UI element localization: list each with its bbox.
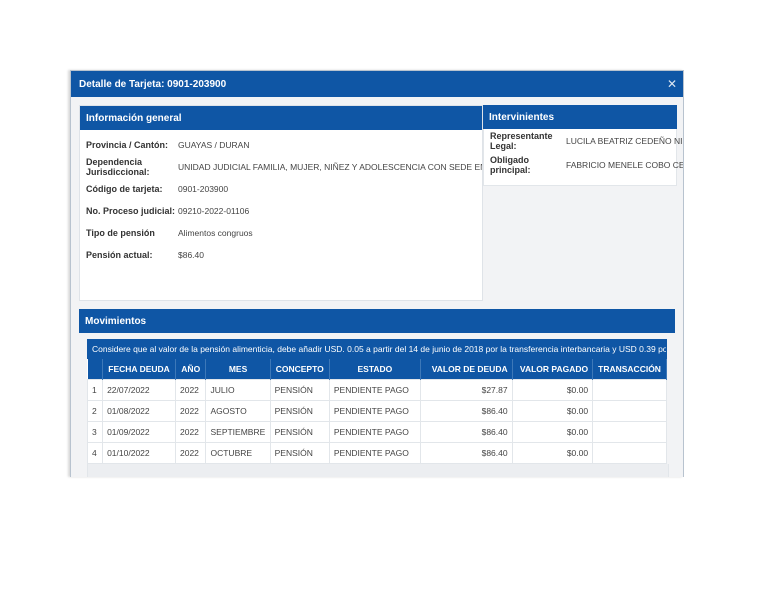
table-cell: 01/08/2022 (102, 400, 176, 422)
general-info-rows: Provincia / Cantón: GUAYAS / DURAN Depende… (80, 130, 482, 266)
movements-table: FECHA DEUDA AÑO MES CONCEPTO ESTADO VALOR DE … (86, 359, 667, 464)
info-label: Tipo de pensión (86, 228, 155, 238)
table-body: 1 22/07/2022 2022 JULIO PENSIÓN PENDIENTE PAG… (86, 379, 667, 464)
participants-header: Intervinientes (483, 105, 677, 129)
column-header[interactable]: MES (205, 359, 271, 380)
table-cell: 2022 (174, 442, 207, 464)
table-cell: $0.00 (511, 400, 594, 422)
table-cell: $0.00 (511, 421, 594, 443)
column-header[interactable]: FECHA DEUDA (102, 359, 176, 380)
info-row: Dependencia Jurisdiccional: UNIDAD JUDICI… (80, 156, 482, 178)
info-label: No. Proceso judicial: (86, 206, 176, 216)
dialog-title: Detalle de Tarjeta: 0901-203900 (79, 78, 227, 90)
info-value: 0901-203900 (178, 184, 229, 194)
table-cell: PENDIENTE PAGO (328, 400, 421, 422)
table-cell (592, 442, 667, 464)
movements-header: Movimientos (79, 309, 675, 333)
column-header[interactable]: ESTADO (329, 359, 421, 380)
table-cell (592, 421, 667, 443)
table-cell: 3 (86, 421, 104, 443)
table-cell: $27.87 (419, 379, 513, 401)
table-row[interactable]: 3 01/09/2022 2022 SEPTIEMBRE PENSIÓN PENDIENT… (86, 421, 667, 443)
table-empty-area (87, 464, 669, 477)
info-value: UNIDAD JUDICIAL FAMILIA, MUJER, NIÑEZ Y … (178, 162, 482, 172)
info-row: Tipo de pensión Alimentos congruos (80, 222, 482, 244)
info-label: Dependencia Jurisdiccional: (86, 157, 150, 177)
movements-panel: Movimientos Considere que al valor de la… (79, 309, 675, 477)
column-header[interactable]: VALOR DE DEUDA (420, 359, 513, 380)
table-cell: 2 (86, 400, 104, 422)
table-cell: PENSIÓN (269, 442, 330, 464)
info-label: Código de tarjeta: (86, 184, 163, 194)
table-cell: $0.00 (511, 442, 594, 464)
table-cell: PENDIENTE PAGO (328, 379, 421, 401)
column-header[interactable]: AÑO (175, 359, 207, 380)
close-icon[interactable]: ✕ (666, 77, 677, 91)
column-header[interactable] (87, 359, 104, 380)
table-row[interactable]: 2 01/08/2022 2022 AGOSTO PENSIÓN PENDIENTE PA… (86, 400, 667, 422)
table-cell: 2022 (174, 421, 207, 443)
dialog-body: Información general Provincia / Cantón: G… (71, 97, 683, 477)
column-header[interactable]: VALOR PAGADO (512, 359, 594, 380)
participants-panel: Intervinientes Representante Legal: LUCIL… (483, 105, 683, 299)
participant-value: FABRICIO MENELE COBO CEDEÑO (566, 160, 684, 170)
table-cell: PENSIÓN (269, 421, 330, 443)
table-cell: $86.40 (419, 421, 513, 443)
table-cell: SEPTIEMBRE (205, 421, 271, 443)
info-value: GUAYAS / DURAN (178, 140, 250, 150)
table-cell: $86.40 (419, 400, 513, 422)
table-cell: PENSIÓN (269, 400, 330, 422)
table-cell: $0.00 (511, 379, 594, 401)
participant-row: Obligado principal: FABRICIO MENELE COBO … (484, 153, 683, 177)
participant-label: Representante Legal: (490, 131, 553, 151)
participant-row: Representante Legal: LUCILA BEATRIZ CEDEÑ… (484, 129, 683, 153)
table-cell: 2022 (174, 400, 207, 422)
info-row: Código de tarjeta: 0901-203900 (80, 178, 482, 200)
table-cell (592, 400, 667, 422)
info-value: $86.40 (178, 250, 204, 260)
participants-rows: Representante Legal: LUCILA BEATRIZ CEDEÑ… (483, 129, 683, 186)
table-cell: OCTUBRE (205, 442, 271, 464)
column-header[interactable]: CONCEPTO (270, 359, 330, 380)
table-cell: PENSIÓN (269, 379, 330, 401)
table-cell: 01/10/2022 (102, 442, 176, 464)
table-cell: 2022 (174, 379, 207, 401)
table-cell: 22/07/2022 (102, 379, 176, 401)
general-info-panel: Información general Provincia / Cantón: G… (79, 105, 483, 301)
participant-label: Obligado principal: (490, 155, 531, 175)
table-row[interactable]: 1 22/07/2022 2022 JULIO PENSIÓN PENDIENTE PAG… (86, 379, 667, 401)
general-info-header: Información general (80, 106, 482, 130)
card-detail-dialog: Detalle de Tarjeta: 0901-203900 ✕ Inform… (70, 70, 684, 477)
table-cell: 01/09/2022 (102, 421, 176, 443)
table-cell: 4 (86, 442, 104, 464)
table-cell: $86.40 (419, 442, 513, 464)
info-value: Alimentos congruos (178, 228, 253, 238)
info-row: Provincia / Cantón: GUAYAS / DURAN (80, 134, 482, 156)
column-header[interactable]: TRANSACCIÓN (592, 359, 667, 380)
info-row: No. Proceso judicial: 09210-2022-01106 (80, 200, 482, 222)
table-cell (592, 379, 667, 401)
table-cell: AGOSTO (205, 400, 271, 422)
table-header-row: FECHA DEUDA AÑO MES CONCEPTO ESTADO VALOR DE … (87, 359, 667, 380)
participant-value: LUCILA BEATRIZ CEDEÑO NIETO (566, 136, 683, 146)
table-cell: JULIO (205, 379, 271, 401)
dialog-titlebar: Detalle de Tarjeta: 0901-203900 ✕ (71, 71, 683, 97)
info-label: Provincia / Cantón: (86, 140, 169, 150)
info-label: Pensión actual: (86, 250, 153, 260)
table-cell: PENDIENTE PAGO (328, 442, 421, 464)
info-row: Pensión actual: $86.40 (80, 244, 482, 266)
fee-notice: Considere que al valor de la pensión ali… (87, 339, 667, 359)
table-cell: 1 (86, 379, 104, 401)
info-value: 09210-2022-01106 (178, 206, 250, 216)
table-cell: PENDIENTE PAGO (328, 421, 421, 443)
table-row[interactable]: 4 01/10/2022 2022 OCTUBRE PENSIÓN PENDIENTE P… (86, 442, 667, 464)
